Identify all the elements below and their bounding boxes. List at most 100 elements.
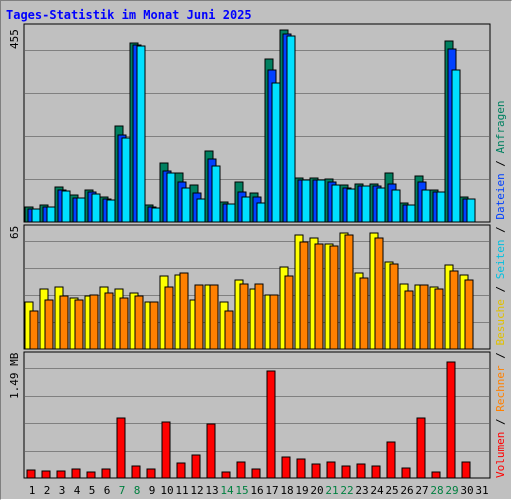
bar-volumen-day-1 [26, 469, 36, 479]
bar-seiten-day-27 [421, 189, 431, 223]
bar-rechner-day-1 [29, 310, 39, 350]
bar-rechner-day-29 [449, 270, 459, 350]
bar-seiten-day-20 [316, 179, 326, 223]
x-tick-day-17: 17 [265, 484, 278, 497]
x-tick-day-14: 14 [220, 484, 234, 497]
x-tick-day-28: 28 [430, 484, 443, 497]
x-tick-day-11: 11 [175, 484, 188, 497]
x-tick-day-2: 2 [44, 484, 51, 497]
x-tick-day-8: 8 [134, 484, 141, 497]
bar-volumen-day-13 [206, 423, 216, 479]
bar-volumen-day-14 [221, 471, 231, 479]
bar-seiten-day-15 [241, 196, 251, 223]
bar-volumen-day-6 [101, 468, 111, 479]
x-tick-day-4: 4 [74, 484, 81, 497]
bar-seiten-day-13 [211, 165, 221, 223]
bar-volumen-day-3 [56, 470, 66, 479]
bar-volumen-day-15 [236, 461, 246, 479]
bar-rechner-day-20 [314, 243, 324, 350]
bar-seiten-day-4 [76, 197, 86, 223]
bar-rechner-day-5 [89, 294, 99, 350]
bar-rechner-day-13 [209, 284, 219, 350]
bar-volumen-day-16 [251, 468, 261, 479]
bar-volumen-day-11 [176, 462, 186, 479]
bar-volumen-day-26 [401, 467, 411, 479]
bar-rechner-day-23 [359, 277, 369, 350]
bar-volumen-day-4 [71, 468, 81, 479]
bar-seiten-day-21 [331, 184, 341, 223]
bar-seiten-day-24 [376, 187, 386, 223]
bar-seiten-day-11 [181, 187, 191, 223]
bar-rechner-day-21 [329, 245, 339, 350]
bar-volumen-day-22 [341, 465, 351, 479]
x-tick-day-31: 31 [475, 484, 488, 497]
bar-seiten-day-3 [61, 190, 71, 223]
bar-rechner-day-6 [104, 292, 114, 350]
panel-0 [23, 23, 491, 223]
x-tick-day-23: 23 [355, 484, 368, 497]
bar-rechner-day-25 [389, 263, 399, 350]
x-tick-day-3: 3 [59, 484, 66, 497]
x-tick-day-20: 20 [310, 484, 323, 497]
x-tick-day-10: 10 [160, 484, 173, 497]
bar-volumen-day-12 [191, 454, 201, 479]
bar-rechner-day-18 [284, 275, 294, 350]
bar-rechner-day-26 [404, 290, 414, 350]
bar-volumen-day-20 [311, 463, 321, 479]
bar-volumen-day-23 [356, 463, 366, 479]
bar-rechner-day-19 [299, 241, 309, 350]
bar-volumen-day-18 [281, 456, 291, 479]
x-tick-day-19: 19 [295, 484, 308, 497]
bar-rechner-day-22 [344, 234, 354, 350]
bar-seiten-day-10 [166, 172, 176, 223]
bar-rechner-day-14 [224, 310, 234, 350]
bar-volumen-day-28 [431, 471, 441, 479]
bar-volumen-day-10 [161, 421, 171, 479]
bar-seiten-day-7 [121, 137, 131, 223]
bar-seiten-day-26 [406, 204, 416, 223]
bar-seiten-day-12 [196, 198, 206, 223]
bar-seiten-day-22 [346, 188, 356, 223]
x-tick-day-13: 13 [205, 484, 218, 497]
x-tick-day-26: 26 [400, 484, 413, 497]
bar-rechner-day-28 [434, 288, 444, 350]
bar-volumen-day-30 [461, 461, 471, 479]
bar-volumen-day-19 [296, 458, 306, 479]
bar-rechner-day-9 [149, 301, 159, 350]
bar-rechner-day-27 [419, 284, 429, 350]
x-tick-day-5: 5 [89, 484, 96, 497]
bar-rechner-day-30 [464, 279, 474, 350]
x-tick-day-9: 9 [149, 484, 156, 497]
x-tick-day-18: 18 [280, 484, 293, 497]
x-tick-day-1: 1 [29, 484, 36, 497]
bar-rechner-day-3 [59, 295, 69, 350]
bar-rechner-day-16 [254, 283, 264, 350]
x-tick-day-30: 30 [460, 484, 473, 497]
bar-volumen-day-25 [386, 441, 396, 479]
bar-seiten-day-30 [466, 198, 476, 223]
x-tick-day-6: 6 [104, 484, 111, 497]
x-tick-day-12: 12 [190, 484, 203, 497]
bar-volumen-day-24 [371, 465, 381, 479]
x-tick-day-29: 29 [445, 484, 458, 497]
bar-volumen-day-27 [416, 417, 426, 479]
bar-rechner-day-17 [269, 294, 279, 350]
bar-seiten-day-9 [151, 207, 161, 223]
bar-seiten-day-18 [286, 35, 296, 223]
x-tick-day-16: 16 [250, 484, 263, 497]
bar-seiten-day-23 [361, 185, 371, 223]
bar-seiten-day-1 [31, 208, 41, 223]
bar-seiten-day-2 [46, 206, 56, 223]
bar-volumen-day-17 [266, 370, 276, 479]
bar-rechner-day-15 [239, 283, 249, 350]
bar-volumen-day-29 [446, 361, 456, 479]
bar-rechner-day-12 [194, 284, 204, 350]
chart-title: Tages-Statistik im Monat Juni 2025 [6, 8, 252, 22]
x-tick-day-24: 24 [370, 484, 384, 497]
bar-volumen-day-7 [116, 417, 126, 479]
x-tick-day-15: 15 [235, 484, 248, 497]
panel-2 [23, 351, 491, 479]
bar-seiten-day-28 [436, 191, 446, 223]
bar-rechner-day-8 [134, 295, 144, 350]
